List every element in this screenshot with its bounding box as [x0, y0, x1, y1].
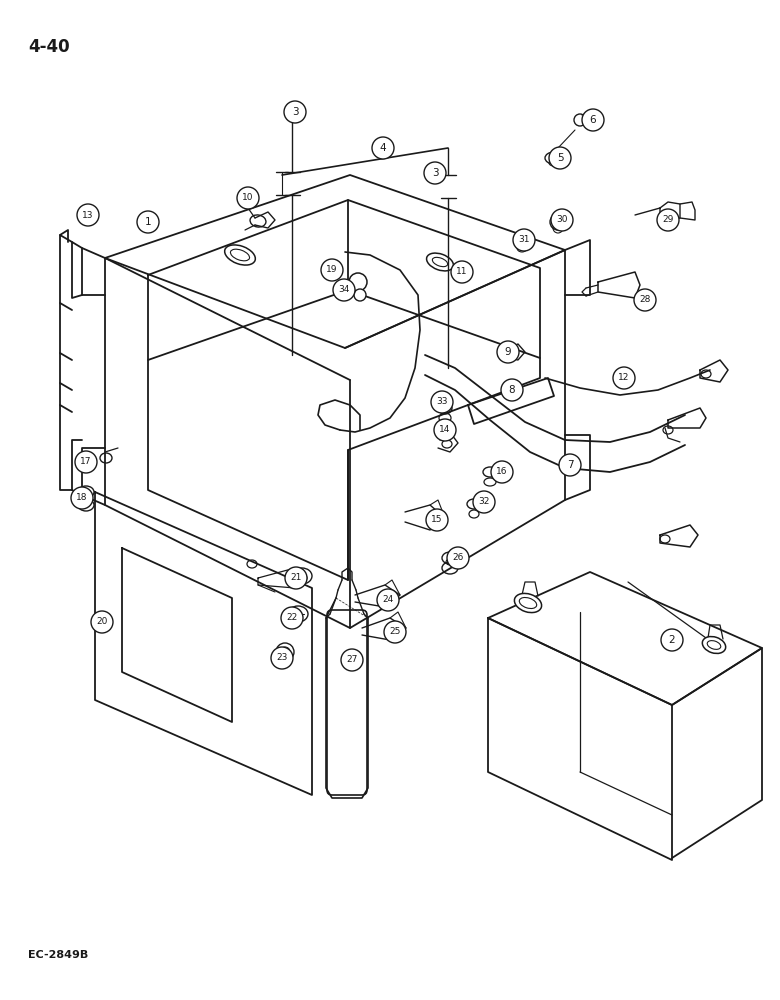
Text: 20: 20: [96, 617, 108, 626]
Text: 32: 32: [478, 497, 490, 506]
Circle shape: [497, 341, 519, 363]
Text: 3: 3: [292, 107, 298, 117]
Circle shape: [384, 621, 406, 643]
Circle shape: [551, 209, 573, 231]
Text: 5: 5: [557, 153, 563, 163]
Text: 2: 2: [668, 635, 675, 645]
Circle shape: [333, 279, 355, 301]
Circle shape: [549, 147, 571, 169]
Text: 16: 16: [496, 468, 508, 477]
Text: 24: 24: [382, 595, 394, 604]
Text: 7: 7: [567, 460, 573, 470]
Circle shape: [91, 611, 113, 633]
Circle shape: [582, 109, 604, 131]
Text: 6: 6: [590, 115, 597, 125]
Circle shape: [271, 647, 293, 669]
Ellipse shape: [349, 273, 367, 291]
Circle shape: [447, 547, 469, 569]
Circle shape: [424, 162, 446, 184]
Ellipse shape: [702, 637, 725, 653]
Text: 18: 18: [76, 493, 87, 502]
Text: 17: 17: [80, 458, 92, 466]
Text: 15: 15: [431, 516, 443, 524]
Text: 29: 29: [662, 216, 674, 225]
Circle shape: [491, 461, 513, 483]
Circle shape: [71, 487, 93, 509]
Text: 30: 30: [556, 216, 568, 225]
Text: 11: 11: [456, 267, 468, 276]
Circle shape: [137, 211, 159, 233]
Circle shape: [237, 187, 259, 209]
Text: 8: 8: [509, 385, 516, 395]
Text: 21: 21: [290, 574, 302, 582]
Circle shape: [434, 419, 456, 441]
Text: 26: 26: [452, 554, 463, 562]
Text: 34: 34: [339, 286, 349, 294]
Text: 1: 1: [144, 217, 151, 227]
Circle shape: [559, 454, 581, 476]
Text: 9: 9: [505, 347, 512, 357]
Text: 10: 10: [243, 194, 254, 202]
Circle shape: [657, 209, 679, 231]
Text: 22: 22: [286, 613, 298, 622]
Text: 33: 33: [436, 397, 448, 406]
Ellipse shape: [354, 289, 366, 301]
Circle shape: [281, 607, 303, 629]
Text: 4: 4: [380, 143, 386, 153]
Text: 23: 23: [276, 654, 288, 662]
Text: 25: 25: [389, 628, 401, 637]
Circle shape: [634, 289, 656, 311]
Circle shape: [284, 101, 306, 123]
Circle shape: [377, 589, 399, 611]
Text: 13: 13: [82, 211, 94, 220]
Circle shape: [321, 259, 343, 281]
Circle shape: [77, 204, 99, 226]
Text: EC-2849B: EC-2849B: [28, 950, 88, 960]
Circle shape: [341, 649, 363, 671]
Text: 31: 31: [518, 235, 530, 244]
Circle shape: [372, 137, 394, 159]
Circle shape: [473, 491, 495, 513]
Circle shape: [285, 567, 307, 589]
Ellipse shape: [514, 593, 541, 613]
Text: 27: 27: [346, 656, 358, 664]
Text: 3: 3: [431, 168, 438, 178]
Circle shape: [426, 509, 448, 531]
Circle shape: [501, 379, 523, 401]
Text: 19: 19: [326, 265, 338, 274]
Text: 14: 14: [439, 426, 451, 434]
Circle shape: [451, 261, 473, 283]
Text: 12: 12: [619, 373, 629, 382]
Circle shape: [513, 229, 535, 251]
Circle shape: [431, 391, 453, 413]
Text: 4-40: 4-40: [28, 38, 69, 56]
Text: 28: 28: [640, 296, 651, 304]
Circle shape: [75, 451, 97, 473]
Circle shape: [613, 367, 635, 389]
Circle shape: [661, 629, 683, 651]
